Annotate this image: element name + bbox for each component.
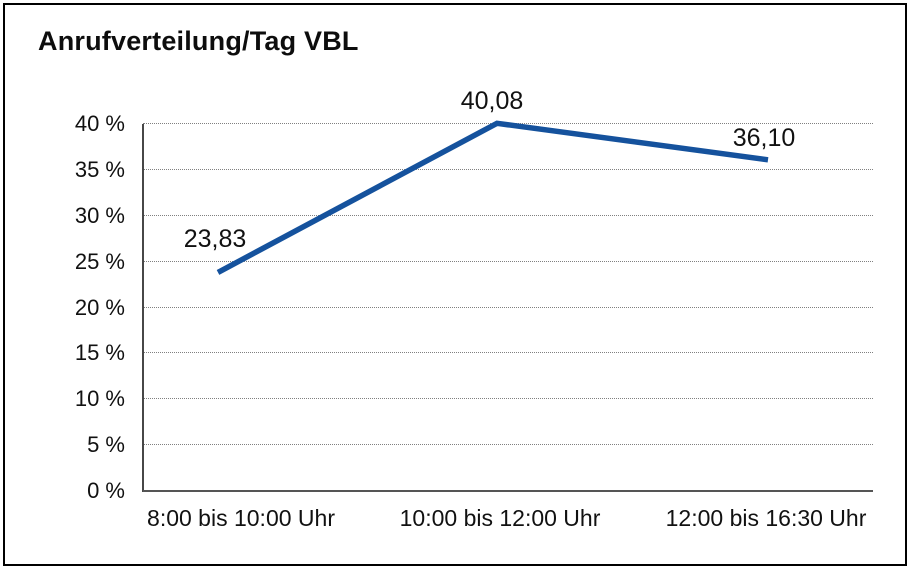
y-tick-label: 10 % [74,386,125,412]
y-tick-label: 20 % [74,294,125,320]
gridline [143,306,873,308]
y-tick-label: 30 % [74,202,125,228]
gridline [143,352,873,354]
data-point-label: 40,08 [460,87,524,116]
x-axis-line [143,490,873,492]
y-tick-label: 15 % [74,340,125,366]
data-point-label: 36,10 [732,123,796,152]
y-tick-label: 0 % [87,478,125,503]
y-tick-label: 40 % [74,111,125,136]
y-tick-label: 35 % [74,156,125,182]
y-axis-line [142,124,144,492]
chart-title: Anrufverteilung/Tag VBL [38,26,359,56]
gridline [143,444,873,446]
gridline [143,260,873,262]
y-tick-label: 25 % [74,248,125,274]
x-category-label: 12:00 bis 16:30 Uhr [665,505,867,531]
x-category-label: 10:00 bis 12:00 Uhr [399,505,601,531]
x-category-label: 8:00 bis 10:00 Uhr [147,505,335,531]
gridline [143,168,873,170]
gridline [143,214,873,216]
y-tick-label: 5 % [87,432,125,458]
data-point-label: 23,83 [183,225,247,254]
data-series-line [216,120,769,275]
gridline [143,398,873,400]
